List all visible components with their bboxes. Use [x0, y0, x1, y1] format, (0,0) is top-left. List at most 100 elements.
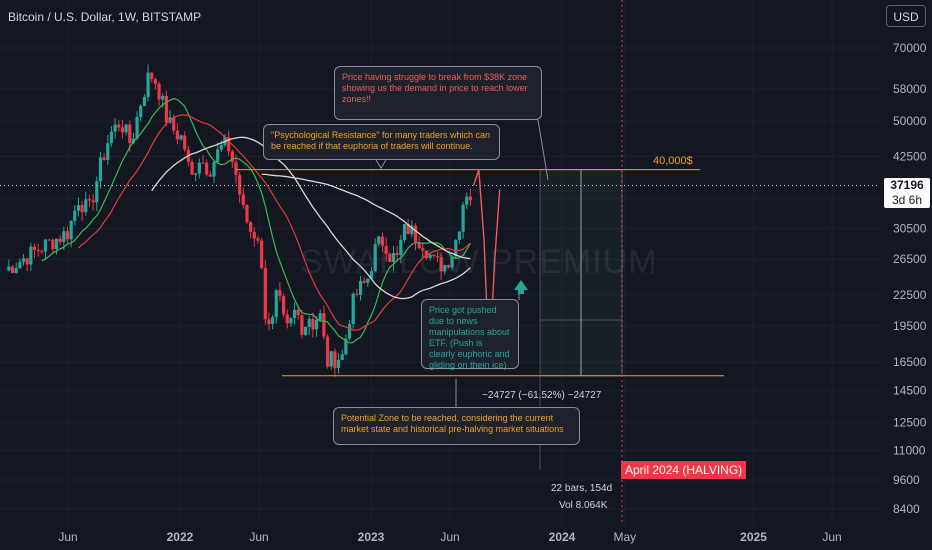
candle-body [216, 149, 220, 163]
measure-change: −24727 (−61.52%) −24727 [482, 390, 602, 401]
candle-body [21, 258, 26, 262]
candle-body [388, 253, 392, 263]
candle-body [87, 199, 92, 201]
candle-body [197, 162, 201, 174]
note-struggle[interactable]: Price having struggle to break from $38K… [334, 66, 542, 120]
candle-body [113, 124, 117, 132]
candle-body [51, 239, 55, 250]
candle-body [95, 181, 99, 203]
candle-body [234, 162, 238, 176]
candle-body [282, 296, 286, 315]
ma-medium [78, 114, 471, 331]
candle-series [7, 64, 473, 377]
note-potential-zone[interactable]: Potential Zone to be reached, considerin… [333, 407, 580, 445]
x-tick-label: Jun [58, 530, 77, 544]
time-axis-ticks: Jun 2022 Jun 2023 Jun 2024 May 2025 Jun [58, 530, 841, 544]
candle-body [358, 280, 363, 295]
watermark: SWALLOW PREMIUM [300, 243, 658, 281]
candle-body [333, 351, 337, 369]
callout-pointer [537, 119, 549, 181]
note-psych-resistance[interactable]: "Psychological Resistance" for many trad… [263, 124, 500, 160]
candle-body [439, 257, 443, 272]
candle-body [128, 124, 132, 143]
x-tick-label: Jun [249, 530, 268, 544]
ma-fast [41, 97, 471, 344]
candle-body [289, 318, 293, 324]
candle-body [190, 161, 194, 175]
candle-body [76, 205, 81, 211]
candle-body [377, 236, 381, 244]
candle-body [406, 224, 410, 234]
candle-body [461, 204, 465, 232]
symbol-title: Bitcoin / U.S. Dollar, 1W, BITSTAMP [8, 10, 202, 24]
x-tick-label: 2024 [549, 530, 576, 544]
candle-body [271, 317, 275, 324]
candle-body [274, 290, 278, 318]
x-tick-label: 2022 [167, 530, 194, 544]
level-label-40000: 40,000$ [653, 155, 693, 167]
candle-body [161, 95, 165, 100]
candle-body [347, 324, 352, 339]
candle-body [278, 290, 282, 297]
candle-body [263, 268, 267, 320]
candle-body [18, 261, 22, 269]
candle-body [329, 351, 333, 367]
candle-body [205, 162, 209, 175]
price-axis[interactable] [880, 0, 932, 550]
note-etf-push[interactable]: Price got pushed due to news manipulatio… [421, 299, 519, 370]
candle-body [157, 83, 161, 100]
candle-body [351, 293, 355, 325]
x-tick-label: May [613, 530, 636, 544]
candle-body [47, 239, 51, 241]
candle-body [10, 266, 15, 274]
ma-long [261, 173, 471, 260]
candle-body [241, 194, 245, 205]
ma-slow [151, 136, 471, 300]
candle-body [54, 238, 59, 250]
candle-body [164, 95, 168, 123]
candle-body [142, 96, 147, 106]
candle-body [380, 236, 385, 246]
candle-body [120, 127, 125, 133]
candle-body [98, 157, 103, 182]
x-tick-label: Jun [822, 530, 841, 544]
candle-body [91, 200, 95, 203]
currency-button[interactable]: USD [886, 5, 926, 27]
candle-body [238, 175, 242, 195]
candle-body [194, 173, 198, 175]
candle-body [219, 145, 223, 150]
candle-body [292, 309, 297, 319]
candle-body [450, 256, 454, 268]
candle-body [366, 278, 370, 283]
candle-body [102, 157, 106, 161]
last-price-badge: 37196 3d 6h [884, 178, 930, 208]
x-tick-label: Jun [440, 530, 459, 544]
candle-body [322, 313, 326, 337]
candle-body [62, 231, 66, 242]
candle-body [73, 210, 77, 221]
candle-body [183, 135, 187, 150]
candle-body [25, 258, 29, 265]
candle-body [369, 271, 374, 279]
candle-body [106, 143, 110, 161]
x-tick-label: 2023 [358, 530, 385, 544]
candle-body [172, 117, 176, 131]
candle-body [391, 253, 396, 263]
bar-countdown: 3d 6h [891, 193, 923, 207]
candle-body [201, 162, 205, 164]
candle-body [314, 319, 319, 330]
drawing-overlays [0, 0, 880, 525]
candle-body [252, 232, 256, 239]
candle-body [428, 254, 432, 258]
candle-body [399, 239, 403, 256]
candle-body [296, 309, 300, 316]
candle-body [303, 327, 308, 335]
halving-label: April 2024 (HALVING) [621, 461, 747, 479]
candle-body [14, 268, 18, 274]
candle-body [307, 318, 311, 328]
candle-body [139, 105, 143, 117]
candle-body [285, 314, 289, 324]
candle-body [336, 359, 341, 369]
candle-body [256, 238, 260, 241]
candle-body [457, 231, 462, 241]
